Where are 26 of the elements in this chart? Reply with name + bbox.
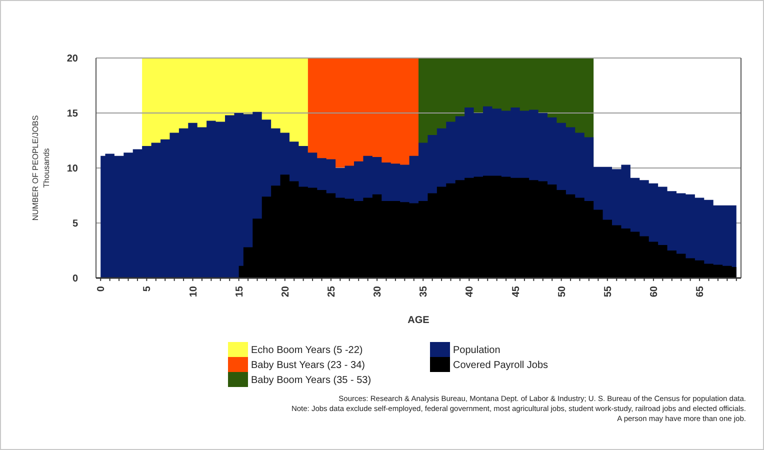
legend-label: Population bbox=[453, 345, 500, 356]
x-tick-label: 40 bbox=[464, 286, 476, 298]
legend-label: Baby Boom Years (35 - 53) bbox=[251, 375, 372, 386]
x-tick-label: 5 bbox=[142, 286, 154, 292]
x-tick-label: 45 bbox=[510, 286, 522, 298]
y-tick-label: 20 bbox=[66, 54, 78, 64]
y-tick-label: 0 bbox=[72, 274, 78, 284]
x-tick-label: 65 bbox=[695, 286, 706, 298]
x-axis-title: AGE bbox=[408, 315, 430, 326]
x-tick-label: 35 bbox=[418, 286, 430, 298]
legend-label: Baby Bust Years (23 - 34) bbox=[251, 360, 365, 371]
y-tick-label: 5 bbox=[72, 218, 78, 230]
x-tick-label: 0 bbox=[96, 286, 108, 292]
legend-label: Echo Boom Years (5 -22) bbox=[251, 345, 363, 356]
y-tick-label: 15 bbox=[66, 108, 78, 120]
x-tick-label: 50 bbox=[556, 286, 568, 298]
y-tick-label: 10 bbox=[66, 164, 78, 174]
x-tick-label: 55 bbox=[602, 286, 614, 298]
y-axis-title: NUMBER OF PEOPLE/JOBS Thousands bbox=[31, 115, 51, 221]
x-tick-label: 20 bbox=[280, 286, 292, 298]
legend-label: Covered Payroll Jobs bbox=[453, 360, 548, 371]
x-tick-label: 60 bbox=[648, 286, 660, 298]
x-tick-label: 25 bbox=[326, 286, 338, 298]
x-tick-label: 15 bbox=[234, 286, 246, 298]
x-tick-label: 10 bbox=[188, 286, 200, 298]
x-tick-label: 30 bbox=[372, 286, 384, 298]
